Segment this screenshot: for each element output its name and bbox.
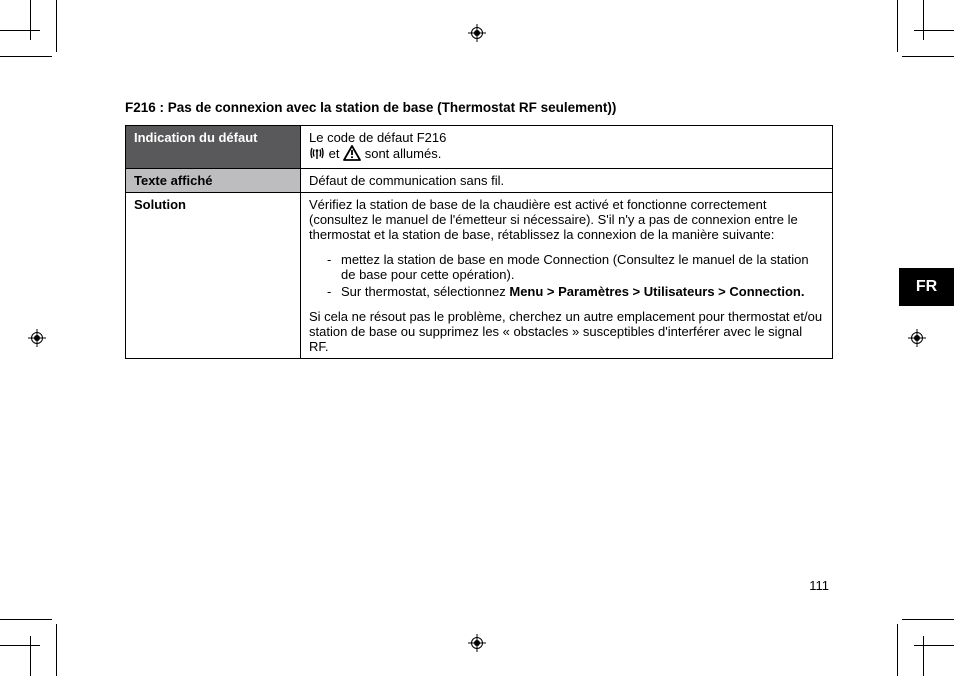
bullet2-bold: Menu > Paramètres > Utilisateurs > Conne… [509, 284, 804, 299]
section-heading: F216 : Pas de connexion avec la station … [125, 100, 833, 115]
row-header-solution: Solution [126, 193, 301, 359]
antenna-icon [309, 145, 325, 164]
crop-mark [914, 30, 954, 31]
crop-mark [0, 30, 40, 31]
registration-mark-icon [468, 24, 486, 42]
fault-table: Indication du défaut Le code de défaut F… [125, 125, 833, 359]
crop-mark [30, 0, 31, 40]
registration-mark-icon [28, 329, 46, 347]
page-number: 111 [809, 578, 829, 593]
crop-mark [902, 56, 954, 57]
warning-icon [343, 145, 361, 164]
list-item: Sur thermostat, sélectionnez Menu > Para… [327, 284, 824, 299]
row-header-indication: Indication du défaut [126, 126, 301, 169]
crop-mark [923, 0, 924, 40]
table-row: Solution Vérifiez la station de base de … [126, 193, 833, 359]
crop-mark [897, 0, 898, 52]
crop-mark [897, 624, 898, 676]
solution-para1: Vérifiez la station de base de la chaudi… [309, 197, 824, 242]
crop-mark [902, 619, 954, 620]
page-content: F216 : Pas de connexion avec la station … [125, 100, 833, 359]
crop-mark [914, 645, 954, 646]
table-row: Texte affiché Défaut de communication sa… [126, 169, 833, 193]
indication-between: et [329, 146, 343, 161]
solution-list: mettez la station de base en mode Connec… [309, 252, 824, 299]
crop-mark [923, 636, 924, 676]
crop-mark [56, 624, 57, 676]
language-tab: FR [899, 268, 954, 306]
crop-mark [56, 0, 57, 52]
solution-para2: Si cela ne résout pas le problème, cherc… [309, 309, 824, 354]
registration-mark-icon [468, 634, 486, 652]
registration-mark-icon [908, 329, 926, 347]
crop-mark [30, 636, 31, 676]
row-header-text: Texte affiché [126, 169, 301, 193]
indication-after: sont allumés. [365, 146, 442, 161]
cell-text: Défaut de communication sans fil. [301, 169, 833, 193]
cell-solution: Vérifiez la station de base de la chaudi… [301, 193, 833, 359]
bullet2-prefix: Sur thermostat, sélectionnez [341, 284, 509, 299]
crop-mark [0, 56, 52, 57]
crop-mark [0, 645, 40, 646]
list-item: mettez la station de base en mode Connec… [327, 252, 824, 282]
crop-mark [0, 619, 52, 620]
cell-indication: Le code de défaut F216 et [301, 126, 833, 169]
indication-line1: Le code de défaut F216 [309, 130, 446, 145]
table-row: Indication du défaut Le code de défaut F… [126, 126, 833, 169]
